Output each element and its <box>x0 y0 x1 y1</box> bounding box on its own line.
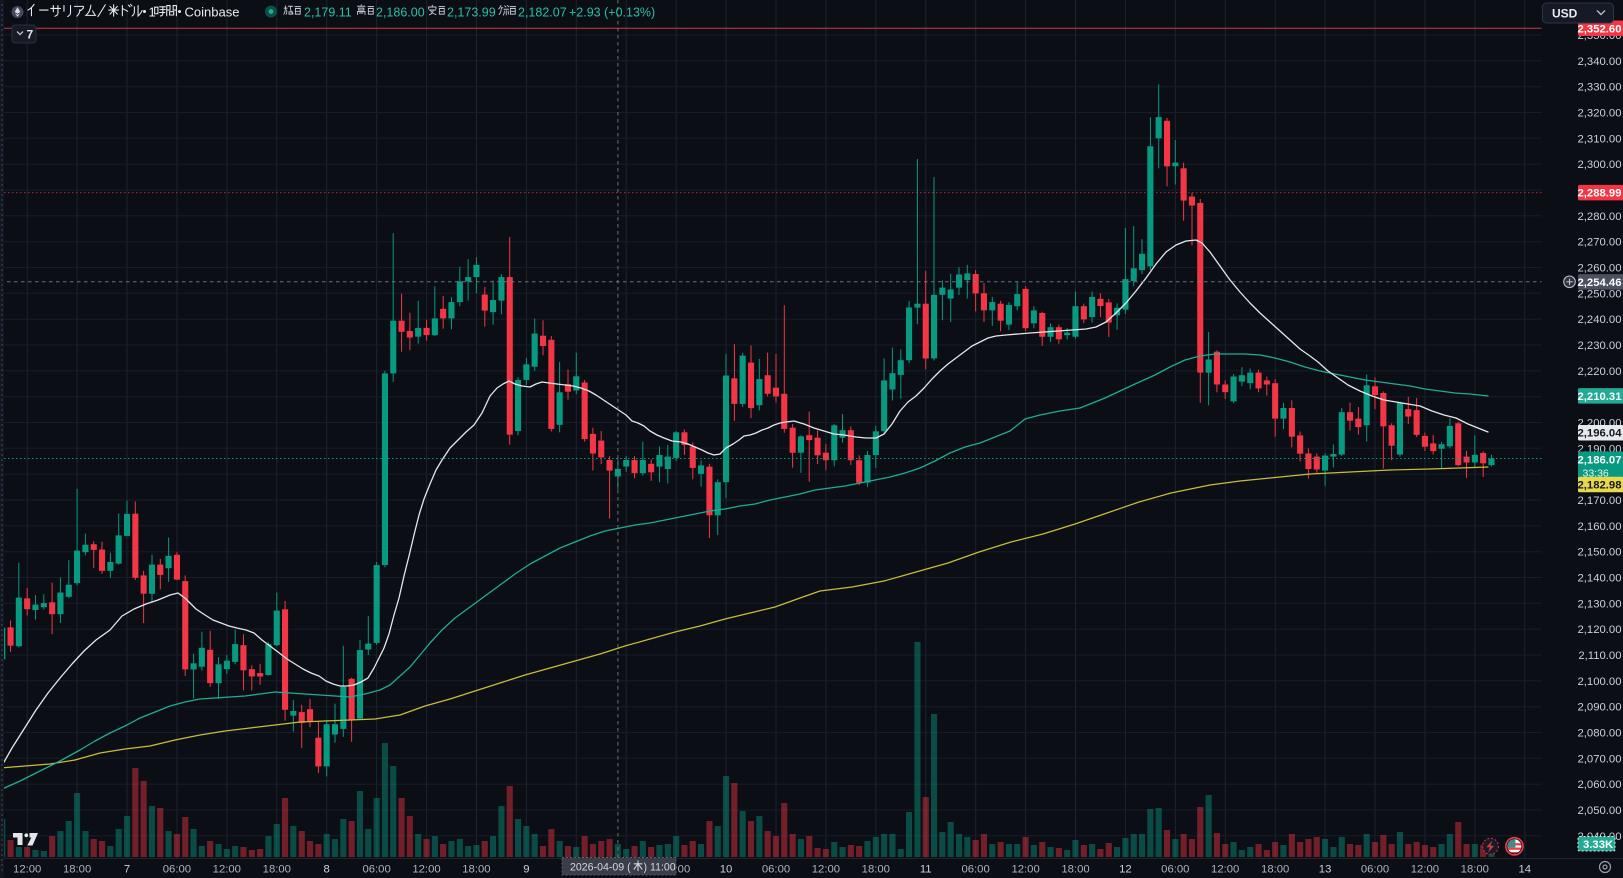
svg-text:06:00: 06:00 <box>163 864 191 876</box>
svg-text:2,120.00: 2,120.00 <box>1578 624 1622 636</box>
svg-text:2,330.00: 2,330.00 <box>1578 82 1622 94</box>
svg-text:2,270.00: 2,270.00 <box>1578 237 1622 249</box>
svg-text:12:00: 12:00 <box>1211 864 1239 876</box>
svg-text:12: 12 <box>1119 864 1132 876</box>
svg-text:2,060.00: 2,060.00 <box>1578 779 1622 791</box>
svg-text:18:00: 18:00 <box>1061 864 1089 876</box>
svg-text:2,250.00: 2,250.00 <box>1578 288 1622 300</box>
svg-text:2,179.11: 2,179.11 <box>304 6 352 20</box>
svg-text:2,300.00: 2,300.00 <box>1578 159 1622 171</box>
svg-text:+2.93 (+0.13%): +2.93 (+0.13%) <box>569 6 655 20</box>
svg-text:2,110.00: 2,110.00 <box>1578 650 1621 662</box>
svg-text:8: 8 <box>324 864 330 876</box>
svg-text:18:00: 18:00 <box>462 864 490 876</box>
svg-text:2,170.00: 2,170.00 <box>1578 495 1622 507</box>
svg-text:18:00: 18:00 <box>1261 864 1289 876</box>
svg-text:18:00: 18:00 <box>63 864 91 876</box>
svg-text:2,160.00: 2,160.00 <box>1578 521 1622 533</box>
svg-text:2,196.04: 2,196.04 <box>1578 428 1623 440</box>
svg-text:2,186.07: 2,186.07 <box>1578 455 1622 467</box>
svg-text:18:00: 18:00 <box>263 864 291 876</box>
svg-text:7: 7 <box>27 28 34 42</box>
svg-text:2,186.00: 2,186.00 <box>376 6 425 20</box>
svg-text:2,310.00: 2,310.00 <box>1578 133 1622 145</box>
svg-text:2,320.00: 2,320.00 <box>1578 108 1622 120</box>
svg-text:3.33K: 3.33K <box>1583 839 1614 851</box>
svg-text:2,220.00: 2,220.00 <box>1578 366 1622 378</box>
svg-text:2,210.31: 2,210.31 <box>1578 391 1622 403</box>
svg-text:06:00: 06:00 <box>362 864 390 876</box>
svg-text:2,100.00: 2,100.00 <box>1578 676 1622 688</box>
svg-text:2,260.00: 2,260.00 <box>1578 263 1622 275</box>
svg-text:2,254.46: 2,254.46 <box>1578 277 1622 289</box>
svg-text:2,280.00: 2,280.00 <box>1578 211 1622 223</box>
svg-text:2,150.00: 2,150.00 <box>1578 547 1622 559</box>
svg-text:12:00: 12:00 <box>1411 864 1439 876</box>
svg-text:2,070.00: 2,070.00 <box>1578 753 1622 765</box>
svg-text:2,288.99: 2,288.99 <box>1578 188 1622 200</box>
svg-text:06:00: 06:00 <box>762 864 790 876</box>
svg-text:12:00: 12:00 <box>1011 864 1039 876</box>
svg-text:10: 10 <box>720 864 733 876</box>
svg-text:7: 7 <box>124 864 130 876</box>
svg-text:2,352.60: 2,352.60 <box>1578 23 1622 35</box>
svg-text:2,230.00: 2,230.00 <box>1578 340 1622 352</box>
svg-text:13: 13 <box>1319 864 1332 876</box>
svg-text:2,173.99: 2,173.99 <box>447 6 496 20</box>
svg-text:1: 1 <box>149 5 156 20</box>
svg-text:2,240.00: 2,240.00 <box>1578 314 1622 326</box>
svg-text:12:00: 12:00 <box>13 864 41 876</box>
svg-text:18:00: 18:00 <box>862 864 890 876</box>
svg-text:06:00: 06:00 <box>1361 864 1389 876</box>
svg-text:14: 14 <box>1519 864 1532 876</box>
svg-text:USD: USD <box>1552 7 1578 21</box>
svg-text:06:00: 06:00 <box>961 864 989 876</box>
svg-text:2,182.98: 2,182.98 <box>1578 480 1622 492</box>
svg-text:2026-04-09 (: 2026-04-09 ( <box>570 861 631 873</box>
svg-text:2,080.00: 2,080.00 <box>1578 728 1622 740</box>
svg-text:2,182.07: 2,182.07 <box>518 6 567 20</box>
svg-text:06:00: 06:00 <box>1161 864 1189 876</box>
svg-text:9: 9 <box>523 864 529 876</box>
svg-text:2,140.00: 2,140.00 <box>1578 573 1622 585</box>
svg-text:18:00: 18:00 <box>1461 864 1489 876</box>
svg-text:12:00: 12:00 <box>412 864 440 876</box>
svg-text:2,130.00: 2,130.00 <box>1578 598 1622 610</box>
svg-text:12:00: 12:00 <box>213 864 241 876</box>
svg-text:11: 11 <box>920 864 932 876</box>
svg-text:33:36: 33:36 <box>1583 468 1609 480</box>
svg-text:Coinbase: Coinbase <box>185 5 240 20</box>
svg-text:) 11:00: ) 11:00 <box>644 861 676 873</box>
svg-text:12:00: 12:00 <box>812 864 840 876</box>
svg-text:2,340.00: 2,340.00 <box>1578 56 1622 68</box>
svg-text:2,090.00: 2,090.00 <box>1578 702 1622 714</box>
svg-text:2,050.00: 2,050.00 <box>1578 805 1622 817</box>
